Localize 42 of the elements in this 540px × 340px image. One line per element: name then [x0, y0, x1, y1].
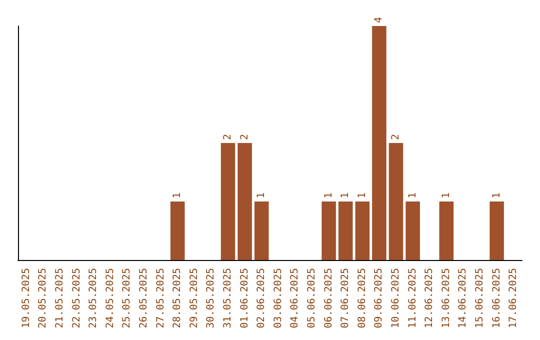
data-label: 1: [407, 192, 418, 198]
x-tick-label: 29.05.2025: [188, 268, 200, 328]
x-tick-label: 05.06.2025: [306, 268, 318, 328]
x-tick-label: 16.06.2025: [491, 268, 502, 328]
data-label: 2: [390, 134, 402, 140]
x-tick-label: 19.05.2025: [20, 268, 32, 328]
x-tick-label: 04.06.2025: [290, 268, 301, 328]
x-tick-label: 03.06.2025: [272, 268, 284, 328]
x-tick-label: 06.06.2025: [323, 268, 334, 328]
x-tick-label: 31.05.2025: [222, 268, 234, 328]
x-tick-label: 01.06.2025: [239, 268, 250, 328]
x-tick-label: 23.05.2025: [88, 268, 100, 328]
data-label: 1: [172, 192, 184, 198]
data-label: 1: [340, 192, 352, 198]
x-tick-label: 11.06.2025: [407, 268, 418, 328]
x-tick-label: 08.06.2025: [356, 268, 368, 328]
data-label: 2: [222, 134, 234, 140]
x-tick-label: 10.06.2025: [390, 268, 402, 328]
data-label: 1: [440, 192, 452, 198]
x-tick-label: 12.06.2025: [424, 268, 436, 328]
data-label: 1: [323, 192, 334, 198]
x-tick-label: 14.06.2025: [458, 268, 469, 328]
x-tick-label: 27.05.2025: [155, 268, 166, 328]
data-label: 1: [491, 192, 502, 198]
x-tick-label: 15.06.2025: [474, 268, 486, 328]
data-label: 4: [374, 16, 385, 23]
x-tick-label: 25.05.2025: [122, 268, 133, 328]
x-tick-label: 30.05.2025: [206, 268, 217, 328]
x-tick-label: 24.05.2025: [104, 268, 116, 328]
data-label: 1: [356, 192, 368, 198]
x-tick-label: 07.06.2025: [340, 268, 352, 328]
x-tick-label: 21.05.2025: [54, 268, 66, 328]
x-tick-label: 13.06.2025: [440, 268, 452, 328]
x-tick-label: 26.05.2025: [138, 268, 150, 328]
x-tick-label: 02.06.2025: [256, 268, 268, 328]
data-label: 2: [239, 134, 250, 140]
x-tick-label: 17.06.2025: [508, 268, 520, 328]
x-tick-label: 22.05.2025: [71, 268, 82, 328]
x-tick-label: 20.05.2025: [38, 268, 49, 328]
x-tick-label: 28.05.2025: [172, 268, 184, 328]
data-label: 1: [256, 192, 268, 198]
x-tick-label: 09.06.2025: [374, 268, 385, 328]
